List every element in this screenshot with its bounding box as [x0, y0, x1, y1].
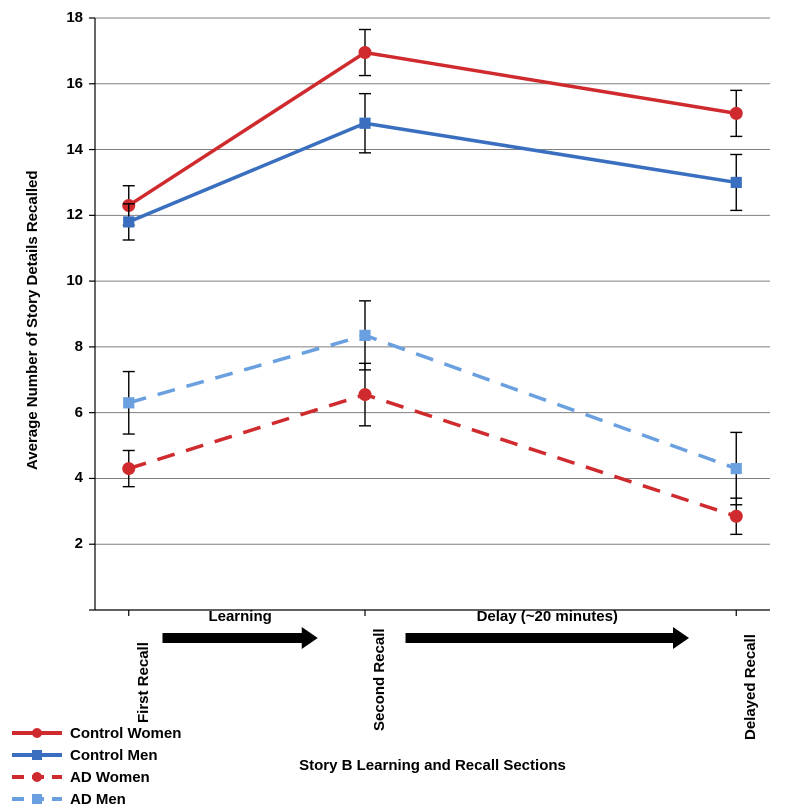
y-tick: 14	[0, 141, 83, 158]
legend-item: Control Women	[10, 722, 181, 744]
series-line-3	[129, 335, 737, 468]
x-tick: First Recall	[135, 642, 152, 723]
chart-svg	[0, 0, 800, 805]
legend-swatch	[10, 744, 64, 766]
phase-label-0: Learning	[140, 608, 340, 625]
y-tick: 8	[0, 338, 83, 355]
legend-item: AD Women	[10, 766, 181, 788]
y-tick: 2	[0, 535, 83, 552]
legend-swatch	[10, 766, 64, 788]
legend: Control Women Control Men AD Women AD Men	[10, 722, 181, 810]
phase-label-1: Delay (~20 minutes)	[447, 608, 647, 625]
y-tick: 16	[0, 75, 83, 92]
legend-swatch	[10, 788, 64, 810]
x-tick: Second Recall	[371, 629, 388, 732]
legend-item: Control Men	[10, 744, 181, 766]
legend-label: Control Men	[70, 747, 158, 764]
y-tick: 10	[0, 272, 83, 289]
legend-label: Control Women	[70, 725, 181, 742]
chart-container: Average Number of Story Details Recalled…	[0, 0, 800, 805]
y-tick: 18	[0, 9, 83, 26]
x-axis-label: Story B Learning and Recall Sections	[273, 757, 593, 774]
y-tick: 12	[0, 206, 83, 223]
y-tick: 4	[0, 469, 83, 486]
legend-swatch	[10, 722, 64, 744]
legend-label: AD Women	[70, 769, 150, 786]
x-tick: Delayed Recall	[742, 634, 759, 740]
series-line-1	[129, 123, 737, 222]
y-tick: 6	[0, 404, 83, 421]
legend-item: AD Men	[10, 788, 181, 810]
